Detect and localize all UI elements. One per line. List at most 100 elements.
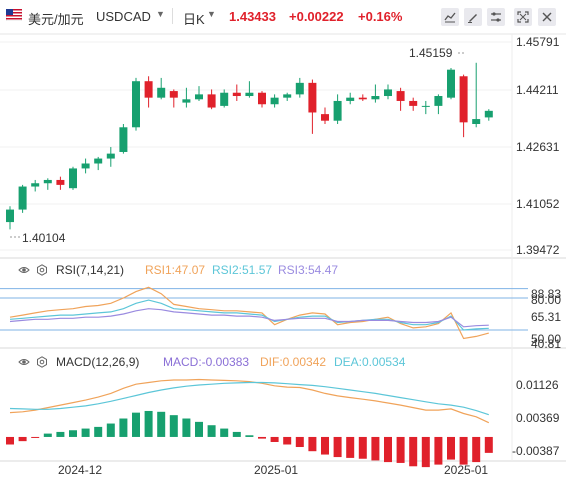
fullscreen-button[interactable] <box>514 8 532 26</box>
macd-bar <box>295 436 304 448</box>
candle-body <box>18 186 27 210</box>
draw-button[interactable] <box>464 8 482 26</box>
candle-body <box>409 100 418 106</box>
price-change-percent: +0.16% <box>358 9 403 24</box>
indicator-button[interactable] <box>441 8 459 26</box>
candle-body <box>195 94 203 100</box>
close-button[interactable] <box>538 8 556 26</box>
x-tick-1: 2024-12 <box>58 463 102 477</box>
price-change: +0.00222 <box>289 9 344 24</box>
candle-body <box>232 92 241 97</box>
candlestick-series <box>6 62 493 230</box>
macd-bar <box>434 436 443 465</box>
macd-bar <box>207 425 216 437</box>
rsi2-value: RSI2:51.57 <box>212 263 273 277</box>
macd-bar <box>396 436 405 463</box>
price-tick-4: 1.41052 <box>516 197 560 211</box>
macd-bar <box>321 436 329 455</box>
dif-value: DIF:0.00342 <box>260 355 327 369</box>
period-selector[interactable]: 日K <box>183 12 205 27</box>
candle-body <box>434 96 443 106</box>
eye-icon[interactable] <box>18 356 30 368</box>
settings-button[interactable] <box>487 8 505 26</box>
symbol-name[interactable]: 美元/加元 <box>28 12 84 27</box>
candle-body <box>119 127 128 152</box>
candle-body <box>258 92 266 105</box>
last-price: 1.43433 <box>229 9 276 24</box>
candle-body <box>283 94 292 98</box>
macd-bar <box>144 410 153 437</box>
candle-body <box>182 99 191 103</box>
low-marker-label: 1.40104 <box>22 231 66 245</box>
x-tick-2: 2025-01 <box>254 463 298 477</box>
symbol-dropdown-icon[interactable]: ▼ <box>156 9 165 19</box>
period-dropdown-icon[interactable]: ▼ <box>207 9 216 19</box>
rsi2-line <box>9 299 489 331</box>
macd-bar <box>43 433 52 437</box>
macd-bar <box>106 423 115 437</box>
macd-bar <box>333 436 342 458</box>
macd-bar <box>169 415 178 437</box>
rsi-tick-2: 80.00 <box>531 293 561 307</box>
macd-bar <box>484 436 493 453</box>
candle-body <box>371 96 380 100</box>
candle-body <box>132 81 140 128</box>
candle-body <box>308 82 317 113</box>
macd-bar <box>270 436 279 442</box>
price-tick-3: 1.42631 <box>516 140 560 154</box>
macd-bar <box>18 436 27 442</box>
price-tick-2: 1.44211 <box>516 83 559 97</box>
rsi-tick-3: 65.31 <box>531 310 561 324</box>
macd-bar <box>6 436 14 445</box>
price-tick-1: 1.45791 <box>516 35 560 49</box>
candle-body <box>333 100 342 121</box>
candle-body <box>94 158 103 164</box>
macd-lines <box>9 378 490 424</box>
candle-body <box>245 92 254 97</box>
macd-bar <box>119 418 128 437</box>
candle-body <box>459 76 468 123</box>
candle-body <box>384 89 392 97</box>
symbol-code[interactable]: USDCAD <box>96 9 151 24</box>
macd-bar <box>384 436 392 463</box>
candle-body <box>346 97 355 101</box>
candle-body <box>447 69 455 98</box>
macd-bar <box>258 436 266 439</box>
gear-icon[interactable] <box>36 356 48 368</box>
macd-tick-2: 0.00369 <box>516 411 560 425</box>
macd-title: MACD(12,26,9) <box>56 355 140 369</box>
macd-bar <box>447 436 455 460</box>
macd-bar <box>472 436 481 463</box>
macd-bar <box>409 436 418 467</box>
header-divider <box>172 8 173 24</box>
macd-bar <box>421 436 430 468</box>
fullscreen-icon <box>517 11 529 23</box>
macd-bar <box>283 436 292 445</box>
dea-line <box>9 381 489 416</box>
gear-icon[interactable] <box>36 264 48 276</box>
rsi-tick-1: 88.83 <box>531 287 561 301</box>
macd-bar <box>195 421 203 437</box>
candle-body <box>6 209 14 223</box>
macd-bar <box>308 436 317 452</box>
chart-header: 美元/加元 USDCAD ▼ 日K ▼ 1.43433 +0.00222 +0.… <box>0 0 566 34</box>
candle-body <box>69 168 77 189</box>
candle-body <box>169 91 178 98</box>
candle-body <box>396 91 405 101</box>
macd-bar <box>56 431 65 437</box>
macd-bar <box>459 436 468 465</box>
macd-tick-3: -0.00387 <box>512 444 560 458</box>
us-flag-icon <box>6 9 22 21</box>
candle-body <box>421 105 430 107</box>
macd-histogram <box>6 410 493 468</box>
rsi1-line <box>9 286 489 340</box>
indicator-icon <box>444 12 456 23</box>
eye-icon[interactable] <box>18 264 30 276</box>
macd-value: MACD:-0.00383 <box>163 355 250 369</box>
candle-body <box>43 179 52 184</box>
macd-bar <box>157 411 166 437</box>
dea-value: DEA:0.00534 <box>334 355 406 369</box>
candle-body <box>157 87 166 98</box>
rsi1-value: RSI1:47.07 <box>145 263 206 277</box>
